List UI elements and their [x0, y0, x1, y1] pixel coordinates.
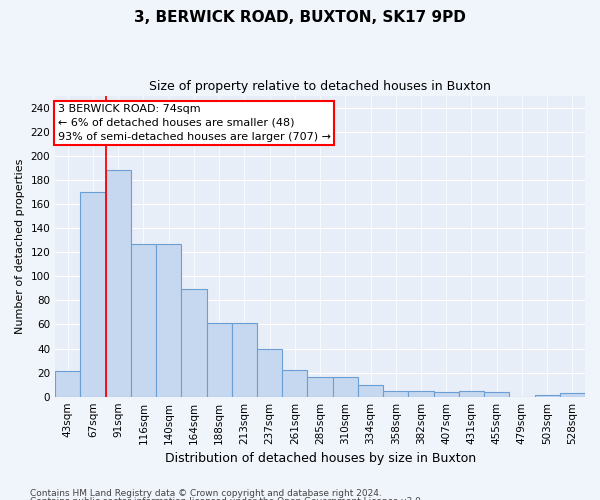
Bar	[434, 392, 459, 396]
Text: Contains HM Land Registry data © Crown copyright and database right 2024.: Contains HM Land Registry data © Crown c…	[30, 488, 382, 498]
Bar	[80, 192, 106, 396]
Bar	[307, 378, 332, 396]
Bar	[232, 323, 257, 396]
Bar	[181, 290, 206, 397]
Bar	[358, 384, 383, 396]
Text: 3 BERWICK ROAD: 74sqm
← 6% of detached houses are smaller (48)
93% of semi-detac: 3 BERWICK ROAD: 74sqm ← 6% of detached h…	[58, 104, 331, 142]
Bar	[383, 390, 409, 396]
Bar	[55, 372, 80, 396]
Bar	[484, 392, 509, 396]
Title: Size of property relative to detached houses in Buxton: Size of property relative to detached ho…	[149, 80, 491, 93]
Bar	[131, 244, 156, 396]
Text: 3, BERWICK ROAD, BUXTON, SK17 9PD: 3, BERWICK ROAD, BUXTON, SK17 9PD	[134, 10, 466, 25]
Bar	[282, 370, 307, 396]
Bar	[560, 393, 585, 396]
Bar	[206, 323, 232, 396]
X-axis label: Distribution of detached houses by size in Buxton: Distribution of detached houses by size …	[164, 452, 476, 465]
Bar	[257, 348, 282, 397]
Bar	[332, 378, 358, 396]
Bar	[106, 170, 131, 396]
Bar	[156, 244, 181, 396]
Bar	[459, 390, 484, 396]
Text: Contains public sector information licensed under the Open Government Licence v3: Contains public sector information licen…	[30, 497, 424, 500]
Y-axis label: Number of detached properties: Number of detached properties	[15, 158, 25, 334]
Bar	[409, 390, 434, 396]
